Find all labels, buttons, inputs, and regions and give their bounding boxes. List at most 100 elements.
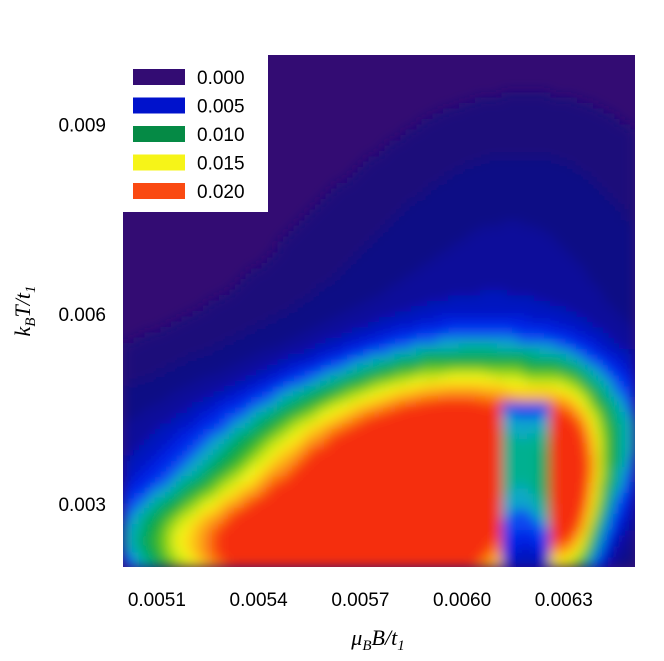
contour-cell xyxy=(501,455,508,461)
contour-cell xyxy=(160,332,167,339)
contour-cell xyxy=(496,321,503,328)
contour-cell xyxy=(421,529,428,536)
contour-cell xyxy=(208,380,215,387)
contour-cell xyxy=(144,348,151,355)
contour-cell xyxy=(485,204,492,211)
contour-cell xyxy=(213,337,220,344)
contour-cell xyxy=(389,241,396,248)
contour-cell xyxy=(373,465,380,472)
contour-cell xyxy=(181,375,188,381)
contour-cell xyxy=(512,247,519,253)
contour-cell xyxy=(480,332,487,339)
contour-cell xyxy=(331,449,337,456)
contour-cell xyxy=(272,311,279,317)
contour-cell xyxy=(331,460,337,467)
contour-cell xyxy=(416,551,423,557)
contour-cell xyxy=(416,449,423,456)
contour-cell xyxy=(421,247,428,253)
contour-cell xyxy=(507,108,513,115)
contour-cell xyxy=(197,524,204,531)
contour-cell xyxy=(480,183,487,189)
contour-cell xyxy=(240,375,247,381)
contour-cell xyxy=(347,551,353,557)
contour-cell xyxy=(443,529,449,536)
contour-cell xyxy=(421,460,428,467)
contour-cell xyxy=(277,321,284,328)
contour-cell xyxy=(373,428,380,435)
contour-cell xyxy=(293,236,300,243)
contour-cell xyxy=(181,529,188,536)
contour-cell xyxy=(443,407,449,413)
contour-cell xyxy=(363,327,369,333)
contour-cell xyxy=(384,407,391,413)
contour-cell xyxy=(197,343,204,349)
contour-cell xyxy=(325,337,332,344)
contour-cell xyxy=(507,161,513,168)
contour-cell xyxy=(128,417,135,424)
contour-cell xyxy=(208,423,215,429)
contour-cell xyxy=(512,471,519,477)
contour-cell xyxy=(475,412,481,419)
contour-cell xyxy=(432,519,439,525)
contour-cell xyxy=(347,561,353,567)
contour-cell xyxy=(453,428,460,435)
contour-cell xyxy=(128,359,135,365)
contour-cell xyxy=(288,545,295,552)
contour-cell xyxy=(379,353,385,360)
contour-cell xyxy=(437,449,444,456)
contour-cell xyxy=(459,311,465,317)
contour-cell xyxy=(240,540,247,547)
contour-cell xyxy=(304,311,311,317)
contour-cell xyxy=(357,551,364,557)
contour-cell xyxy=(341,359,348,365)
contour-cell xyxy=(448,343,455,349)
contour-cell xyxy=(368,167,375,173)
contour-cell xyxy=(448,113,455,120)
contour-cell xyxy=(171,455,177,461)
contour-cell xyxy=(421,204,428,211)
contour-cell xyxy=(512,268,519,275)
contour-cell xyxy=(133,460,140,467)
contour-cell xyxy=(379,423,385,429)
contour-cell xyxy=(347,396,353,403)
contour-cell xyxy=(304,396,311,403)
contour-cell xyxy=(245,529,252,536)
contour-cell xyxy=(304,231,311,237)
contour-cell xyxy=(336,407,343,413)
contour-cell xyxy=(389,439,396,445)
contour-cell xyxy=(437,129,444,136)
contour-cell xyxy=(203,311,209,317)
contour-cell xyxy=(373,337,380,344)
contour-cell xyxy=(336,241,343,248)
contour-cell xyxy=(197,359,204,365)
contour-cell xyxy=(416,535,423,541)
contour-cell xyxy=(368,524,375,531)
contour-cell xyxy=(363,407,369,413)
contour-cell xyxy=(421,385,428,392)
contour-cell xyxy=(384,481,391,488)
contour-cell xyxy=(251,289,257,296)
contour-cell xyxy=(453,561,460,567)
contour-cell xyxy=(379,460,385,467)
contour-cell xyxy=(336,369,343,376)
contour-cell xyxy=(389,524,396,531)
contour-cell xyxy=(213,476,220,483)
contour-cell xyxy=(443,295,449,301)
contour-cell xyxy=(325,524,332,531)
contour-cell xyxy=(389,348,396,355)
contour-cell xyxy=(453,337,460,344)
contour-cell xyxy=(309,353,316,360)
contour-cell xyxy=(400,316,407,323)
contour-cell xyxy=(421,199,428,205)
contour-cell xyxy=(203,455,209,461)
contour-cell xyxy=(256,551,263,557)
contour-cell xyxy=(421,161,428,168)
contour-cell xyxy=(453,108,460,115)
contour-cell xyxy=(373,561,380,567)
contour-cell xyxy=(421,476,428,483)
contour-cell xyxy=(421,183,428,189)
contour-cell xyxy=(363,252,369,259)
contour-cell xyxy=(400,508,407,515)
contour-cell xyxy=(165,444,172,451)
contour-cell xyxy=(501,289,508,296)
